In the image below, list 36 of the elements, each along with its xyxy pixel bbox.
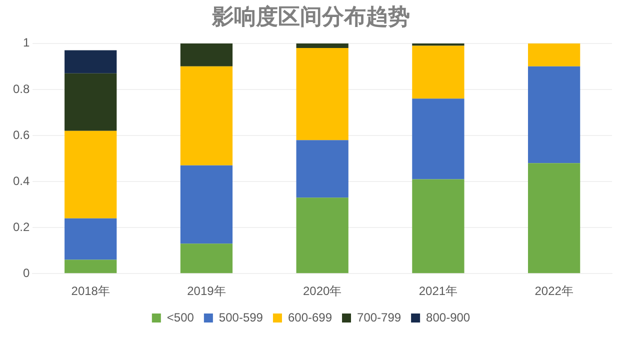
bar [528, 43, 580, 66]
bar [64, 260, 117, 274]
x-tick-label: 2020年 [302, 284, 342, 298]
x-tick-label: 2021年 [418, 284, 458, 298]
chart-title: 影响度区间分布趋势 [211, 4, 410, 30]
y-tick-label: 0.4 [12, 174, 30, 188]
legend-label: 700-799 [357, 310, 402, 324]
bar [412, 98, 464, 180]
bar [412, 46, 464, 99]
x-tick-label: 2022年 [534, 284, 574, 298]
legend-label: <500 [166, 310, 194, 324]
bar [180, 244, 233, 274]
bar [180, 43, 233, 66]
bar [528, 66, 580, 164]
y-tick-label: 0.6 [12, 128, 30, 142]
bar [180, 66, 233, 166]
bar [64, 73, 117, 131]
bar [296, 43, 348, 48]
bar [180, 165, 233, 244]
bar [296, 198, 348, 274]
bar [528, 163, 580, 274]
legend-label: 800-900 [426, 310, 470, 324]
y-tick-label: 0.2 [12, 220, 30, 234]
bar [296, 48, 348, 140]
y-tick-label: 1 [22, 36, 30, 50]
x-tick-label: 2018年 [71, 284, 110, 298]
y-tick-label: 0 [22, 266, 30, 280]
bar [412, 179, 464, 274]
legend-label: 600-699 [288, 310, 332, 324]
bar [64, 50, 117, 74]
bar [64, 218, 117, 260]
y-tick-label: 0.8 [12, 82, 30, 96]
legend-label: 500-599 [218, 310, 264, 324]
bar [64, 130, 117, 218]
x-tick-label: 2019年 [187, 284, 226, 298]
bar [296, 140, 348, 198]
